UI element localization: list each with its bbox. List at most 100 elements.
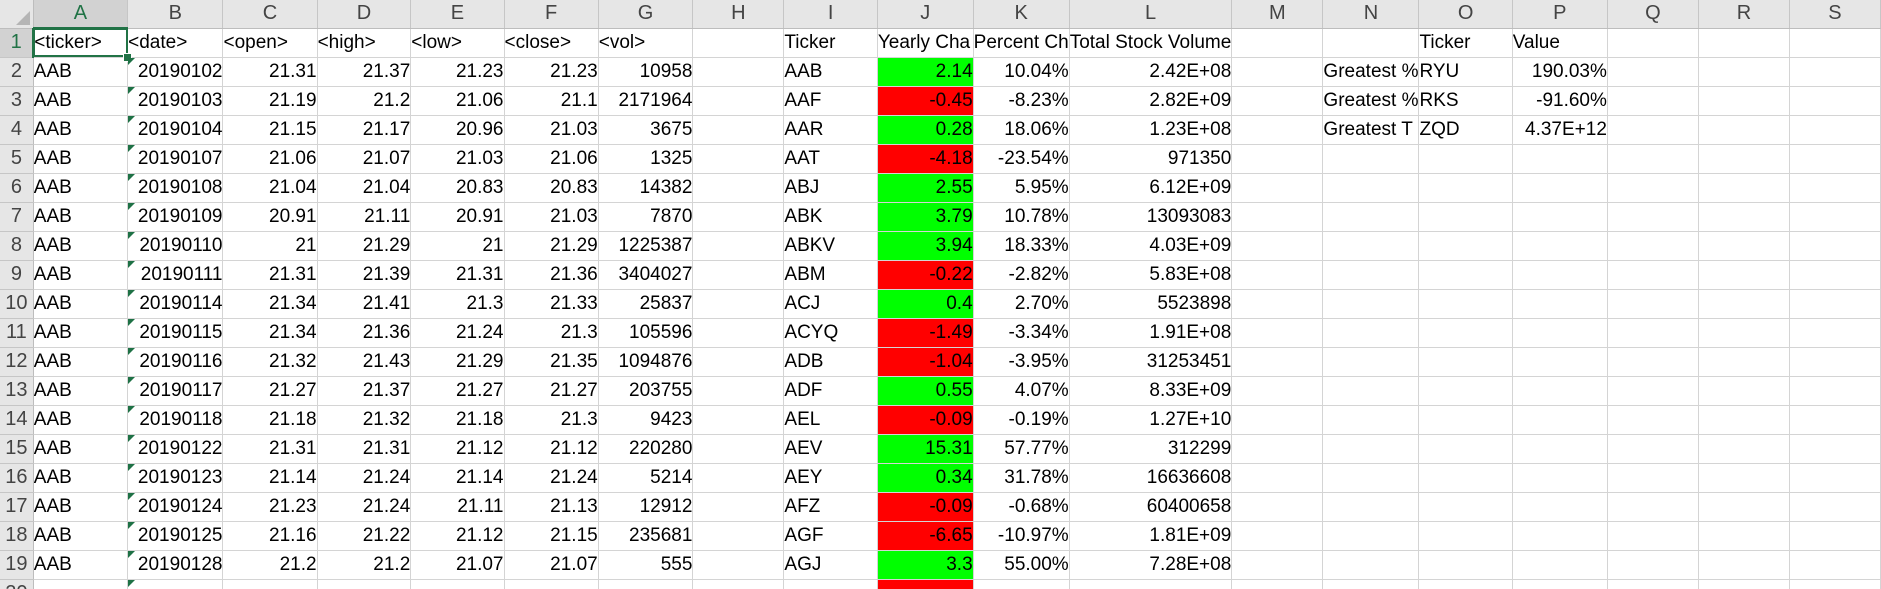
row-header-8[interactable]: 8	[0, 231, 34, 261]
cell-S13[interactable]	[1789, 376, 1881, 406]
cell-P12[interactable]	[1512, 347, 1608, 377]
cell-D19[interactable]: 21.2	[317, 550, 412, 580]
cell-H15[interactable]	[692, 434, 785, 464]
column-header-N[interactable]: N	[1322, 0, 1420, 29]
cell-R15[interactable]	[1698, 434, 1790, 464]
cell-R2[interactable]	[1698, 57, 1790, 87]
cell-O20[interactable]	[1418, 579, 1513, 589]
cell-R16[interactable]	[1698, 463, 1790, 493]
cell-N6[interactable]	[1322, 173, 1420, 203]
cell-J17[interactable]: -0.09	[877, 492, 974, 522]
cell-Q6[interactable]	[1607, 173, 1699, 203]
cell-E20[interactable]	[410, 579, 505, 589]
cell-Q13[interactable]	[1607, 376, 1699, 406]
cell-C4[interactable]: 21.15	[222, 115, 318, 145]
cell-D14[interactable]: 21.32	[317, 405, 412, 435]
cell-S19[interactable]	[1789, 550, 1881, 580]
cell-O5[interactable]	[1418, 144, 1513, 174]
cell-H5[interactable]	[692, 144, 785, 174]
cell-B4[interactable]: 20190104	[127, 115, 224, 145]
cell-S20[interactable]	[1789, 579, 1881, 589]
cell-P3[interactable]: -91.60%	[1512, 86, 1608, 116]
row-header-18[interactable]: 18	[0, 521, 34, 551]
cell-P19[interactable]	[1512, 550, 1608, 580]
cell-F7[interactable]: 21.03	[504, 202, 599, 232]
cell-H2[interactable]	[692, 57, 785, 87]
cell-C1[interactable]: <open>	[222, 28, 318, 58]
cell-P1[interactable]: Value	[1512, 28, 1608, 58]
cell-I11[interactable]: ACYQ	[783, 318, 878, 348]
cell-I1[interactable]: Ticker	[783, 28, 878, 58]
cell-P17[interactable]	[1512, 492, 1608, 522]
cell-B20[interactable]	[127, 579, 224, 589]
cell-F6[interactable]: 20.83	[504, 173, 599, 203]
cell-D4[interactable]: 21.17	[317, 115, 412, 145]
cell-Q17[interactable]	[1607, 492, 1699, 522]
cell-J18[interactable]: -6.65	[877, 521, 974, 551]
cell-E17[interactable]: 21.11	[410, 492, 505, 522]
row-header-4[interactable]: 4	[0, 115, 34, 145]
cell-C7[interactable]: 20.91	[222, 202, 318, 232]
cell-L19[interactable]: 7.28E+08	[1069, 550, 1233, 580]
cell-K17[interactable]: -0.68%	[973, 492, 1070, 522]
cell-H6[interactable]	[692, 173, 785, 203]
cell-O17[interactable]	[1418, 492, 1513, 522]
cell-H7[interactable]	[692, 202, 785, 232]
cell-L10[interactable]: 5523898	[1069, 289, 1233, 319]
cell-C11[interactable]: 21.34	[222, 318, 318, 348]
column-header-C[interactable]: C	[222, 0, 318, 29]
cell-G3[interactable]: 2171964	[598, 86, 694, 116]
column-header-P[interactable]: P	[1512, 0, 1608, 29]
cell-F17[interactable]: 21.13	[504, 492, 599, 522]
cell-S14[interactable]	[1789, 405, 1881, 435]
cell-E2[interactable]: 21.23	[410, 57, 505, 87]
cell-B13[interactable]: 20190117	[127, 376, 224, 406]
cell-O1[interactable]: Ticker	[1418, 28, 1513, 58]
cell-E4[interactable]: 20.96	[410, 115, 505, 145]
cell-R20[interactable]	[1698, 579, 1790, 589]
cell-F2[interactable]: 21.23	[504, 57, 599, 87]
column-header-D[interactable]: D	[317, 0, 412, 29]
cell-O7[interactable]	[1418, 202, 1513, 232]
cell-M2[interactable]	[1231, 57, 1324, 87]
cell-L2[interactable]: 2.42E+08	[1069, 57, 1233, 87]
cell-A4[interactable]: AAB	[33, 115, 129, 145]
cell-J11[interactable]: -1.49	[877, 318, 974, 348]
cell-L13[interactable]: 8.33E+09	[1069, 376, 1233, 406]
cell-H10[interactable]	[692, 289, 785, 319]
cell-H16[interactable]	[692, 463, 785, 493]
cell-G15[interactable]: 220280	[598, 434, 694, 464]
column-header-B[interactable]: B	[127, 0, 224, 29]
cell-D13[interactable]: 21.37	[317, 376, 412, 406]
cell-B10[interactable]: 20190114	[127, 289, 224, 319]
cell-M9[interactable]	[1231, 260, 1324, 290]
cell-A2[interactable]: AAB	[33, 57, 129, 87]
cell-M5[interactable]	[1231, 144, 1324, 174]
cell-I5[interactable]: AAT	[783, 144, 878, 174]
cell-A16[interactable]: AAB	[33, 463, 129, 493]
cell-P8[interactable]	[1512, 231, 1608, 261]
cell-I7[interactable]: ABK	[783, 202, 878, 232]
cell-C16[interactable]: 21.14	[222, 463, 318, 493]
row-header-9[interactable]: 9	[0, 260, 34, 290]
cell-H20[interactable]	[692, 579, 785, 589]
cell-M4[interactable]	[1231, 115, 1324, 145]
cell-F14[interactable]: 21.3	[504, 405, 599, 435]
cell-S3[interactable]	[1789, 86, 1881, 116]
cell-D6[interactable]: 21.04	[317, 173, 412, 203]
cell-J1[interactable]: Yearly Cha	[877, 28, 974, 58]
cell-F5[interactable]: 21.06	[504, 144, 599, 174]
cell-K16[interactable]: 31.78%	[973, 463, 1070, 493]
cell-R3[interactable]	[1698, 86, 1790, 116]
cell-G12[interactable]: 1094876	[598, 347, 694, 377]
cell-M1[interactable]	[1231, 28, 1324, 58]
cell-B12[interactable]: 20190116	[127, 347, 224, 377]
cell-R6[interactable]	[1698, 173, 1790, 203]
cell-N17[interactable]	[1322, 492, 1420, 522]
cell-I6[interactable]: ABJ	[783, 173, 878, 203]
row-header-12[interactable]: 12	[0, 347, 34, 377]
row-header-15[interactable]: 15	[0, 434, 34, 464]
cell-L15[interactable]: 312299	[1069, 434, 1233, 464]
cell-N15[interactable]	[1322, 434, 1420, 464]
